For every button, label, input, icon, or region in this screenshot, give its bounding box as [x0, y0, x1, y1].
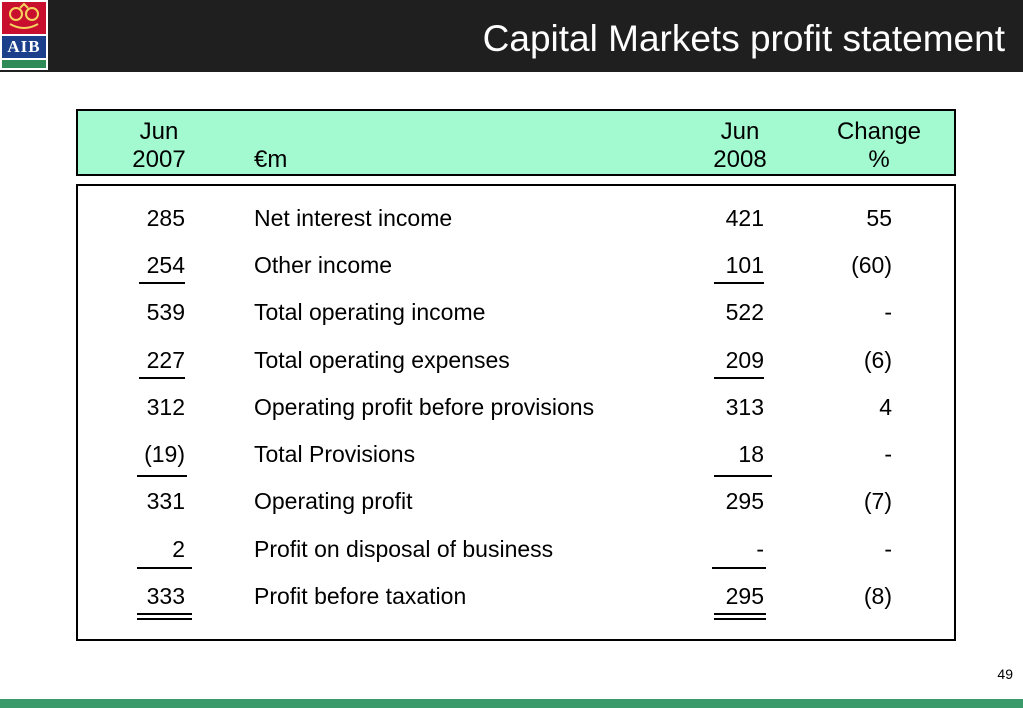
subtotal-rule	[714, 282, 764, 284]
header-bar: AIB Capital Markets profit statement	[0, 0, 1023, 72]
logo-text: AIB	[2, 36, 46, 58]
cell-label: Other income	[254, 252, 393, 278]
table-row: 333 Profit before taxation 295 (8)	[78, 580, 954, 612]
cell-prev: 331	[146, 488, 185, 514]
cell-label: Operating profit before provisions	[254, 394, 595, 420]
crest-icon	[9, 2, 39, 29]
cell-change: -	[884, 299, 892, 325]
cell-label: Total operating income	[254, 299, 486, 325]
cell-cur: 101	[725, 252, 764, 278]
cell-change: -	[884, 441, 892, 467]
header-prev-month: Jun	[139, 118, 179, 145]
table-row: 2 Profit on disposal of business - -	[78, 533, 954, 565]
cell-change: (7)	[863, 488, 892, 514]
cell-cur: 421	[725, 205, 764, 231]
table-row: 285 Net interest income 421 55	[78, 202, 954, 234]
header-cur-year: 2008	[713, 146, 767, 173]
table-row: 312 Operating profit before provisions 3…	[78, 391, 954, 423]
cell-cur: 295	[725, 488, 764, 514]
cell-cur: 18	[738, 441, 764, 467]
table-body: 285 Net interest income 421 55 254 Other…	[76, 184, 956, 641]
cell-cur: 209	[725, 347, 764, 373]
cell-cur: 522	[725, 299, 764, 325]
cell-change: 55	[866, 205, 892, 231]
table-row: 539 Total operating income 522 -	[78, 296, 954, 328]
aib-logo: AIB	[0, 0, 48, 70]
cell-prev: 254	[146, 252, 185, 278]
cell-prev: 333	[146, 583, 185, 609]
cell-prev: 285	[146, 205, 185, 231]
cell-prev: 227	[146, 347, 185, 373]
subtotal-rule	[139, 282, 185, 284]
table-row: (19) Total Provisions 18 -	[78, 438, 954, 470]
cell-change: -	[884, 536, 892, 562]
cell-change: 4	[879, 394, 892, 420]
header-prev-year: 2007	[132, 146, 186, 173]
subtotal-rule	[139, 377, 185, 379]
page-title: Capital Markets profit statement	[482, 18, 1005, 59]
table-header: Jun 2007 €m Jun 2008 Change %	[76, 109, 956, 176]
cell-change: (6)	[863, 347, 892, 373]
cell-prev: 312	[146, 394, 185, 420]
cell-prev: 2	[172, 536, 185, 562]
cell-label: Total operating expenses	[254, 347, 510, 373]
subtotal-rule	[137, 567, 192, 569]
cell-change: (8)	[863, 583, 892, 609]
table-row: 331 Operating profit 295 (7)	[78, 485, 954, 517]
total-double-rule	[714, 613, 766, 620]
total-double-rule	[137, 613, 192, 620]
cell-prev: (19)	[144, 441, 185, 467]
subtotal-rule	[714, 377, 764, 379]
footer-bar	[0, 699, 1023, 708]
subtotal-rule	[712, 567, 766, 569]
table-row: 227 Total operating expenses 209 (6)	[78, 344, 954, 376]
cell-label: Profit on disposal of business	[254, 536, 554, 562]
header-cur-period: Jun 2008	[706, 118, 774, 174]
cell-cur: 295	[725, 583, 764, 609]
header-change: Change %	[824, 118, 934, 174]
cell-label: Operating profit	[254, 488, 413, 514]
page-number: 49	[997, 666, 1013, 682]
cell-change: (60)	[851, 252, 892, 278]
header-prev-period: Jun 2007	[128, 118, 190, 174]
table-row: 254 Other income 101 (60)	[78, 249, 954, 281]
cell-cur: 313	[725, 394, 764, 420]
header-cur-month: Jun	[720, 118, 760, 145]
subtotal-rule	[714, 475, 772, 477]
header-change-unit: %	[868, 146, 890, 173]
cell-prev: 539	[146, 299, 185, 325]
logo-crest-icon	[2, 2, 46, 34]
logo-stripe	[2, 60, 46, 68]
cell-label: Net interest income	[254, 205, 453, 231]
header-unit: €m	[254, 146, 288, 173]
subtotal-rule	[137, 475, 187, 477]
header-change-label: Change	[836, 118, 922, 145]
cell-label: Total Provisions	[254, 441, 416, 467]
cell-cur: -	[756, 536, 764, 562]
cell-label: Profit before taxation	[254, 583, 467, 609]
